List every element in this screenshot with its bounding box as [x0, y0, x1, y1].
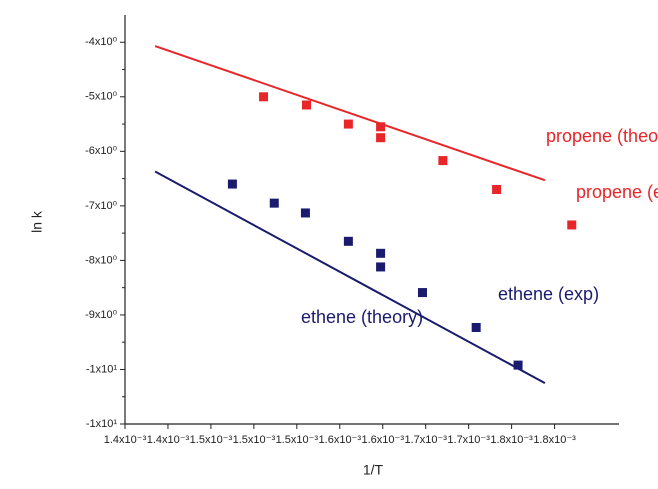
y-tick-label: -8x10⁰: [85, 254, 118, 266]
series-label: propene (theory): [546, 126, 658, 146]
data-point: [269, 198, 279, 208]
data-point: [471, 322, 481, 332]
data-point: [301, 100, 311, 110]
data-point: [376, 122, 386, 132]
x-tick-label: 1.7x10⁻³: [447, 434, 490, 446]
theory-line: [154, 45, 546, 182]
data-point: [417, 288, 427, 298]
y-tick-label: -7x10⁰: [85, 200, 118, 212]
x-tick-label: 1.7x10⁻³: [404, 434, 447, 446]
y-tick-label: -6x10⁰: [85, 145, 118, 157]
y-tick-label: -9x10⁰: [85, 309, 118, 321]
data-point: [492, 185, 502, 195]
data-point: [376, 262, 386, 272]
y-tick-label: -4x10⁰: [85, 36, 118, 48]
y-tick-label: -1x10¹: [86, 363, 118, 375]
x-tick-label: 1.6x10⁻³: [361, 434, 404, 446]
x-tick-label: 1.8x10⁻³: [533, 434, 576, 446]
y-tick-label: -5x10⁰: [85, 91, 118, 103]
data-point: [227, 179, 237, 189]
data-point: [567, 220, 577, 230]
x-tick-label: 1.5x10⁻³: [233, 434, 276, 446]
data-point: [513, 360, 523, 370]
data-point: [343, 236, 353, 246]
data-point: [376, 133, 386, 143]
x-tick-label: 1.5x10⁻³: [276, 434, 319, 446]
series-label: ethene (theory): [301, 307, 423, 327]
series-label: ethene (exp): [498, 284, 599, 304]
data-point: [343, 119, 353, 129]
series-label: propene (exp): [576, 182, 658, 202]
y-axis-title: ln k: [29, 210, 45, 233]
x-tick-label: 1.6x10⁻³: [319, 434, 362, 446]
x-axis-title: 1/T: [363, 462, 384, 478]
data-point: [376, 248, 386, 258]
x-tick-label: 1.8x10⁻³: [490, 434, 533, 446]
x-tick-label: 1.4x10⁻³: [147, 434, 190, 446]
data-point: [438, 156, 448, 166]
data-point: [300, 208, 310, 218]
theory-line: [154, 170, 546, 384]
data-point: [259, 92, 269, 102]
x-tick-label: 1.4x10⁻³: [104, 434, 147, 446]
x-tick-label: 1.5x10⁻³: [190, 434, 233, 446]
y-tick-label: -1x10¹: [86, 418, 118, 430]
